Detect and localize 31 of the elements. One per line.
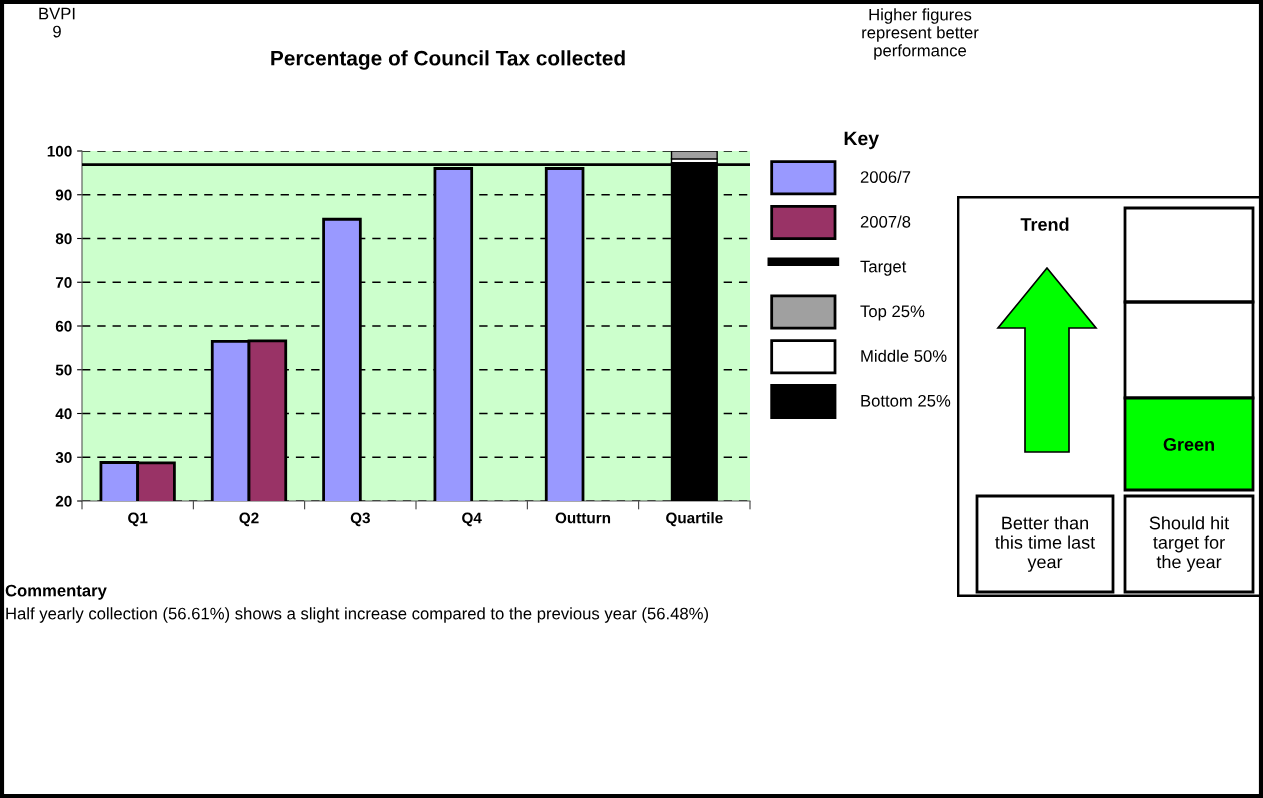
x-tick-label: Q2: [239, 512, 259, 527]
y-tick-label: 30: [55, 452, 72, 463]
text: BVPI 9: [39, 7, 75, 38]
text: Trend: [1020, 217, 1069, 231]
legend-label: 2007/8: [860, 215, 911, 228]
legend-label: 2006/7: [860, 170, 911, 183]
text: Green: [1163, 438, 1214, 451]
y-tick-label: 50: [55, 364, 72, 376]
x-tick-label: Q1: [128, 512, 148, 527]
x-tick-label: Quartile: [666, 512, 723, 527]
legend-label: Bottom 25%: [861, 394, 951, 407]
y-tick-label: 70: [55, 277, 72, 288]
x-tick-label: Q3: [350, 512, 370, 527]
y-tick-label: 100: [47, 145, 72, 157]
y-tick-label: 40: [55, 408, 72, 420]
y-tick-label: 20: [55, 495, 72, 507]
x-tick-label: Outturn: [555, 512, 611, 524]
legend-title: Key: [844, 131, 879, 150]
text: Half yearly collection (56.61%) shows a slight increase compared to the previous year (56.48%): [6, 607, 709, 623]
text: Better than this time last year: [995, 516, 1096, 572]
x-tick-label: Q4: [462, 512, 482, 527]
text: Higher figures represent better performance: [862, 8, 979, 60]
y-tick-label: 80: [55, 233, 72, 245]
legend-label: Top 25%: [860, 305, 925, 321]
y-tick-label: 60: [55, 320, 72, 332]
text: Commentary: [5, 584, 107, 600]
y-tick-label: 90: [55, 189, 72, 201]
legend-label: Middle 50%: [861, 349, 947, 362]
chart-title: Percentage of Council Tax collected: [271, 50, 625, 70]
legend-label: Target: [860, 260, 907, 276]
text: Should hit target for the year: [1149, 516, 1230, 572]
